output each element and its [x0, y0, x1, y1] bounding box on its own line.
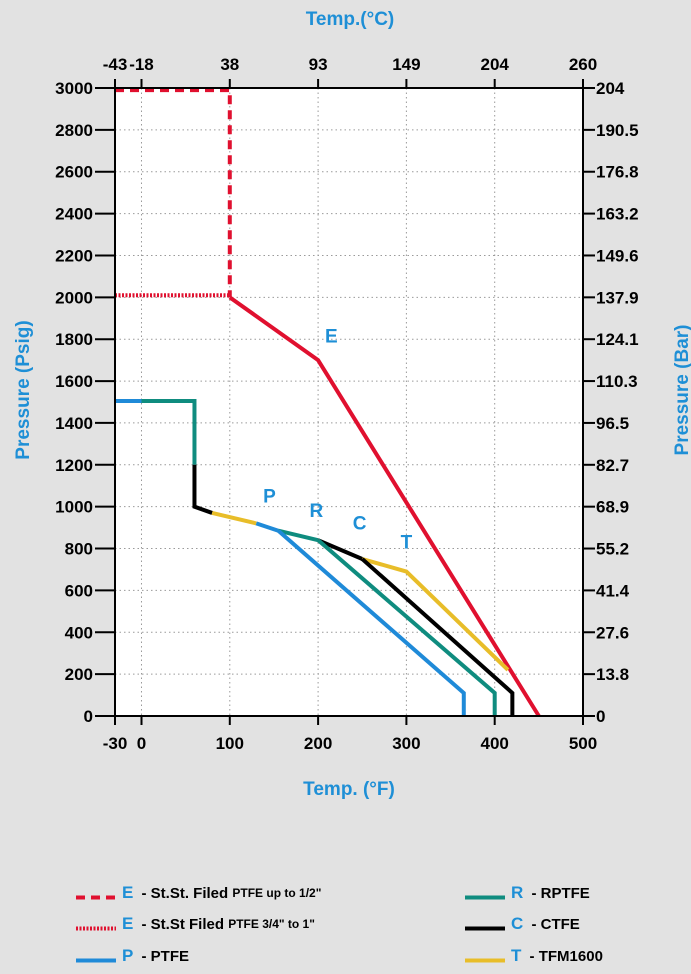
series-line-R_end [316, 538, 497, 716]
top-tick-label: 260 [569, 55, 597, 74]
series-line-C_b [317, 538, 364, 561]
plot-frame [114, 87, 584, 717]
curve-label-P: P [263, 486, 276, 507]
legend-swatch-C [465, 920, 505, 930]
y-tick-label: 2400 [55, 205, 93, 224]
curve-label-C: C [353, 514, 367, 535]
right-tick-label: 96.5 [596, 414, 629, 433]
legend-item-left-0: E - St.St. Filed PTFE up to 1/2" [76, 883, 321, 903]
right-tick-label: 149.6 [596, 246, 639, 265]
legend-swatch-E [76, 889, 116, 899]
y-tick-label: 2200 [55, 246, 93, 265]
legend-letter: T [511, 946, 522, 965]
legend-label: - TFM1600 [525, 947, 603, 965]
curve-label-R: R [309, 501, 323, 522]
legend-label: - St.St Filed [137, 915, 229, 933]
curve-label-T: T [401, 533, 413, 554]
right-tick-label: 110.3 [596, 372, 638, 391]
right-tick-label: 27.6 [596, 623, 629, 642]
y-tick-label: 1600 [55, 372, 93, 391]
y-tick-label: 1400 [55, 414, 93, 433]
pressure-temperature-chart: -30 0 100 200 300 400 500-43 -18 38 93 149 204 2600 0… [13, 9, 691, 800]
x-tick-label: -30 [103, 734, 128, 753]
right-axis-title: Pressure (Bar) [672, 325, 691, 456]
right-tick-label: 204 [596, 79, 625, 98]
y-tick-label: 0 [84, 707, 93, 726]
right-tick-label: 0 [596, 707, 605, 726]
x-tick-label: 200 [304, 734, 332, 753]
legend-label-detail: PTFE up to 1/2" [232, 886, 322, 900]
legend-swatch-E [76, 920, 116, 930]
series-line-T_b [361, 557, 510, 672]
top-tick-label: 204 [481, 55, 510, 74]
x-tick-label: 0 [137, 734, 146, 753]
series-line-C_a [192, 464, 213, 515]
y-tick-label: 400 [65, 623, 93, 642]
y-tick-label: 200 [65, 665, 93, 684]
legend-swatch-P [76, 952, 116, 962]
legend-label: - RPTFE [527, 884, 590, 902]
legend-item-left-2: P - PTFE [76, 946, 189, 966]
legend-label: - CTFE [527, 915, 580, 933]
y-tick-label: 2600 [55, 163, 93, 182]
legend-letter: E [122, 914, 134, 933]
x-tick-label: 300 [392, 734, 420, 753]
y-tick-label: 1200 [55, 456, 93, 475]
y-tick-label: 600 [65, 581, 93, 600]
legend-letter: C [511, 914, 524, 933]
top-tick-label: 149 [392, 55, 420, 74]
legend-swatch-R [465, 889, 505, 899]
curve-label-E: E [325, 326, 338, 347]
right-tick-label: 13.8 [596, 665, 629, 684]
top-tick-label: 93 [309, 55, 328, 74]
legend-label-detail: PTFE 3/4" to 1" [228, 917, 315, 931]
series-line-R_b [277, 528, 319, 543]
right-tick-label: 137.9 [596, 288, 639, 307]
series-line-E [228, 295, 541, 718]
y-tick-label: 2800 [55, 121, 93, 140]
series-line-P_b [255, 521, 279, 533]
right-tick-label: 41.4 [596, 581, 630, 600]
legend-letter: E [122, 883, 134, 902]
y-tick-label: 2000 [55, 288, 93, 307]
right-tick-label: 163.2 [596, 205, 639, 224]
x-tick-label: 400 [481, 734, 509, 753]
legend-swatch-T [465, 952, 505, 962]
legend-letter: P [122, 946, 134, 965]
top-tick-label: -43 [103, 55, 128, 74]
series-line-T_a [211, 511, 257, 526]
x-tick-label: 100 [216, 734, 244, 753]
top-tick-label: 38 [220, 55, 239, 74]
legend-item-right-0: R - RPTFE [465, 883, 590, 903]
series-line-E_dashed [115, 88, 232, 298]
y-tick-label: 1800 [55, 330, 93, 349]
right-tick-label: 176.8 [596, 163, 639, 182]
legend-item-left-1: E - St.St Filed PTFE 3/4" to 1" [76, 914, 315, 934]
top-tick-label: -18 [129, 55, 154, 74]
series-line-C_end [360, 557, 515, 716]
series-line-P_end [277, 529, 466, 716]
x-tick-label: 500 [569, 734, 597, 753]
legend-item-right-2: T - TFM1600 [465, 946, 603, 966]
y-tick-label: 800 [65, 540, 93, 559]
bottom-axis-title: Temp. (°F) [303, 779, 395, 800]
top-axis-title: Temp.(°C) [306, 9, 395, 30]
right-tick-label: 124.1 [596, 330, 639, 349]
right-tick-label: 82.7 [596, 456, 629, 475]
right-tick-label: 190.5 [596, 121, 639, 140]
left-axis-title: Pressure (Psig) [13, 320, 34, 459]
right-tick-label: 68.9 [596, 498, 629, 517]
y-tick-label: 3000 [55, 79, 93, 98]
legend-item-right-1: C - CTFE [465, 914, 580, 934]
legend-label: - St.St. Filed [137, 884, 233, 902]
y-tick-label: 1000 [55, 498, 93, 517]
series-line-R_a [141, 398, 197, 465]
right-tick-label: 55.2 [596, 540, 629, 559]
legend-letter: R [511, 883, 524, 902]
legend-label: - PTFE [137, 947, 190, 965]
